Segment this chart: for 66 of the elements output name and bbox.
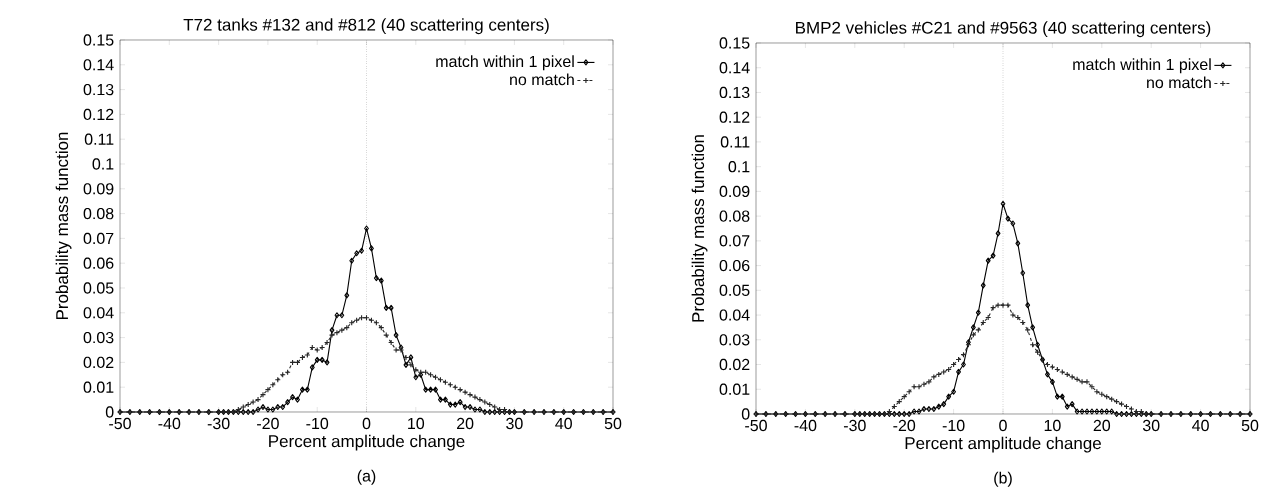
x-tick-label: 20 <box>457 417 474 430</box>
y-tick-label: 0.07 <box>719 235 750 247</box>
y-tick-label: 0 <box>105 406 114 418</box>
x-axis-title: Percent amplitude change <box>269 434 465 451</box>
y-axis-title: Probability mass function <box>55 132 72 320</box>
x-tick-label: 10 <box>408 417 425 430</box>
x-tick-label: 0 <box>999 419 1007 432</box>
legend-label: match within 1 pixel <box>436 55 574 71</box>
y-tick-label: 0.01 <box>83 381 114 393</box>
text: (b) <box>994 471 1012 487</box>
x-tick-label: -40 <box>158 417 181 430</box>
x-tick-label: 30 <box>1142 419 1160 432</box>
y-tick-label: 0.1 <box>728 161 750 173</box>
x-tick-label: -10 <box>942 419 965 432</box>
y-tick-label: 0.13 <box>719 86 750 99</box>
y-tick-label: 0.11 <box>720 136 750 148</box>
y-tick-label: 0.08 <box>83 207 114 220</box>
x-tick-label: 40 <box>555 417 572 430</box>
x-tick-label: -50 <box>109 417 131 430</box>
y-tick-label: 0.05 <box>83 282 114 294</box>
y-tick-label: 0.02 <box>83 356 114 369</box>
x-axis-title: Percent amplitude change <box>905 436 1101 453</box>
y-tick-label: 0.14 <box>719 62 750 74</box>
y-tick-label: 0.05 <box>719 284 750 296</box>
y-tick-label: 0.01 <box>719 383 750 395</box>
x-tick-label: 50 <box>1241 419 1259 432</box>
y-axis-title: Probability mass function <box>691 135 708 322</box>
x-tick-label: -20 <box>257 417 279 430</box>
y-tick-label: 0.15 <box>719 37 750 49</box>
x-tick-label: -20 <box>893 419 916 432</box>
y-tick-label: 0.06 <box>83 257 114 269</box>
y-tick-label: 0.12 <box>83 108 114 121</box>
x-tick-label: -40 <box>794 419 817 432</box>
x-tick-label: -30 <box>207 417 230 430</box>
y-tick-label: 0.14 <box>83 59 114 71</box>
x-tick-label: 50 <box>604 417 622 430</box>
chart-title: T72 tanks #132 and #812 (40 scattering centers) <box>183 18 549 35</box>
y-tick-label: 0.03 <box>719 334 750 346</box>
legend-label: match within 1 pixel <box>1073 58 1211 74</box>
y-tick-label: 0.03 <box>83 331 114 344</box>
y-tick-label: 0.04 <box>719 309 750 321</box>
y-tick-label: 0.11 <box>84 133 114 145</box>
legend-label: no match <box>1147 76 1211 89</box>
text: (a) <box>357 469 376 485</box>
y-tick-label: 0.08 <box>719 210 750 222</box>
y-tick-label: 0.09 <box>719 185 750 198</box>
x-tick-label: 30 <box>506 417 523 430</box>
y-tick-label: 0.09 <box>83 183 114 195</box>
x-tick-label: 0 <box>362 417 371 430</box>
x-tick-label: -50 <box>745 419 767 432</box>
chart-title: BMP2 vehicles #C21 and #9563 (40 scattering centers) <box>796 21 1211 38</box>
y-tick-label: 0.06 <box>719 259 750 272</box>
y-tick-label: 0.1 <box>92 158 114 170</box>
y-tick-label: 0.12 <box>719 111 750 123</box>
x-tick-label: 10 <box>1044 419 1061 432</box>
x-tick-label: 20 <box>1093 419 1111 432</box>
y-tick-label: 0.07 <box>83 232 114 245</box>
x-tick-label: -10 <box>306 417 329 430</box>
legend-label: no match <box>510 73 574 86</box>
x-tick-label: -30 <box>843 419 866 432</box>
y-tick-label: 0.13 <box>83 83 114 96</box>
y-tick-label: 0.02 <box>719 358 750 371</box>
y-tick-label: 0 <box>741 408 750 420</box>
y-tick-label: 0.04 <box>83 307 114 319</box>
y-tick-label: 0.15 <box>83 34 114 46</box>
x-tick-label: 40 <box>1192 419 1209 432</box>
